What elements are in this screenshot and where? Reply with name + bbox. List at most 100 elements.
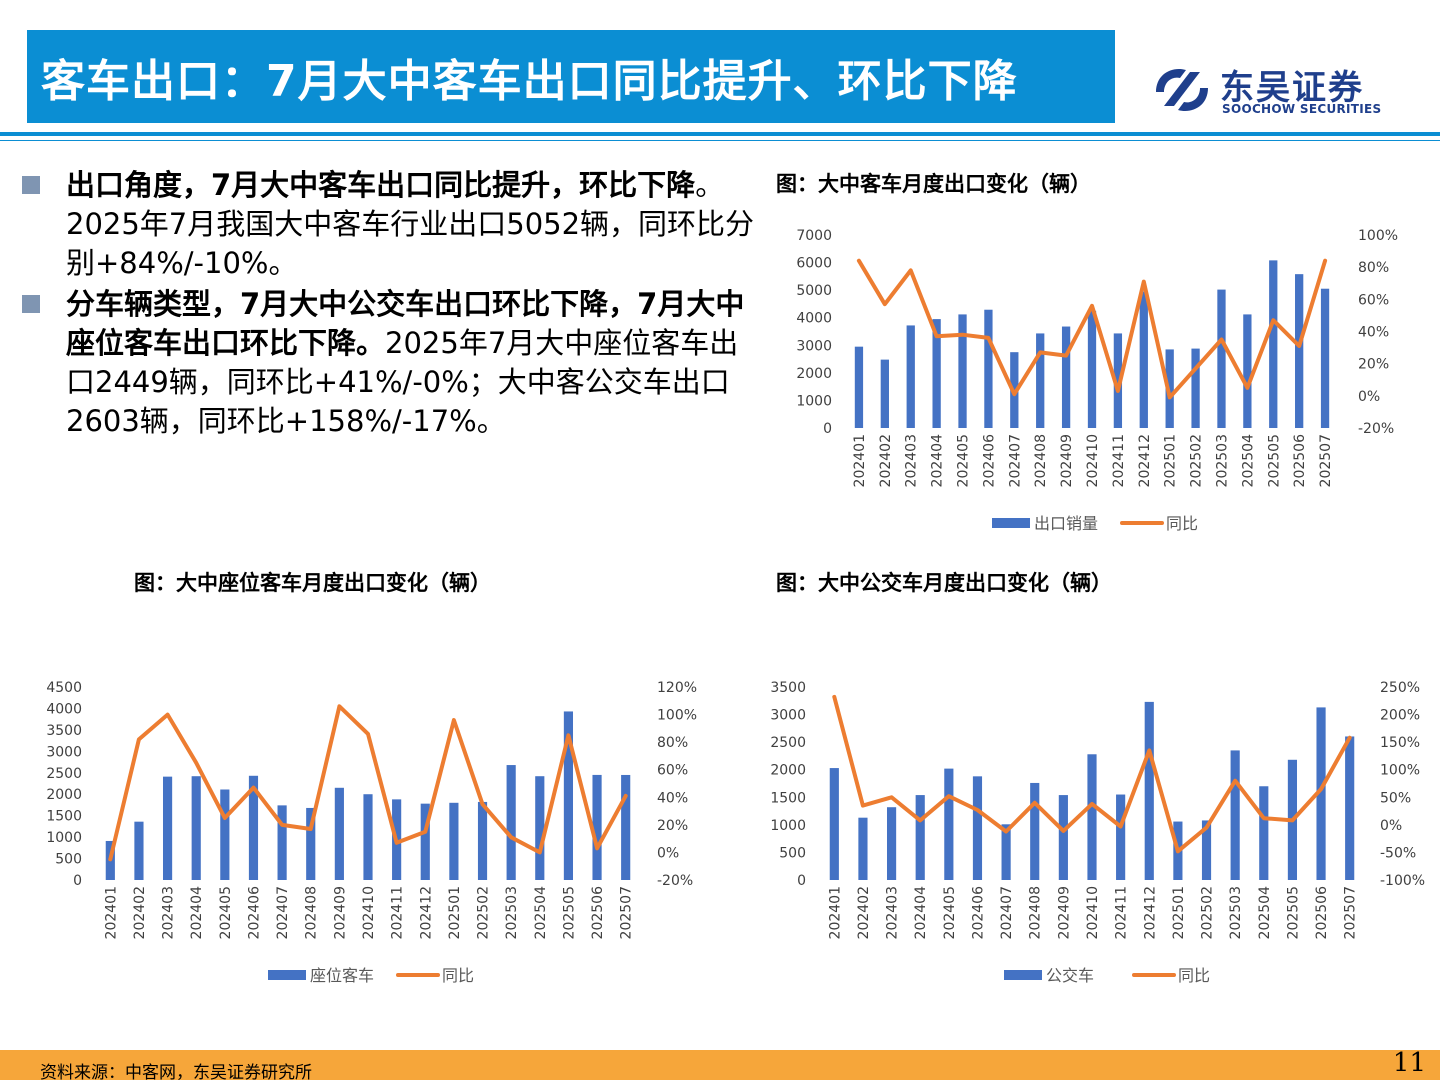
footer-bar — [0, 1050, 1440, 1080]
legend-bar-swatch — [268, 970, 306, 980]
bar-mark — [506, 765, 516, 880]
bar-mark — [1087, 310, 1097, 428]
x-tick-label: 202411 — [1114, 886, 1130, 939]
page-title: 客车出口：7月大中客车出口同比提升、环比下降 — [41, 55, 1018, 107]
y-right-tick-label: 200% — [1380, 708, 1420, 724]
x-tick-label: 202401 — [852, 434, 868, 487]
x-tick-label: 202502 — [1200, 886, 1216, 939]
bar-mark — [984, 309, 993, 428]
y-left-tick-label: 3000 — [46, 744, 82, 760]
x-tick-label: 202405 — [218, 886, 234, 939]
bar-mark — [1139, 291, 1148, 428]
bar-mark — [972, 776, 983, 880]
header-divider — [0, 132, 1440, 136]
bar-mark — [162, 776, 173, 880]
yoy-line-series — [832, 694, 1352, 854]
bullet-text: 。2025年7月我国大中客车行业出口5052辆，同环比分别+84%/-10%。 — [66, 168, 755, 280]
x-tick-label: 202412 — [418, 886, 434, 939]
x-tick-label: 202405 — [956, 434, 972, 487]
legend-bar-swatch — [992, 518, 1030, 528]
y-right-tick-label: 100% — [1358, 228, 1398, 244]
legend-line-label: 同比 — [1166, 514, 1198, 533]
x-tick-label: 202407 — [1007, 434, 1023, 487]
bar-mark — [1320, 288, 1330, 428]
header-divider-thin — [0, 140, 1440, 141]
bullet-list: 出口角度，7月大中客车出口同比提升，环比下降。2025年7月我国大中客车行业出口… — [22, 166, 762, 443]
bar-mark — [334, 787, 344, 880]
x-tick-label: 202412 — [1142, 886, 1158, 939]
bar-mark — [886, 807, 897, 880]
y-right-tick-label: 40% — [657, 790, 688, 806]
x-tick-label: 202506 — [590, 886, 606, 940]
x-tick-label: 202504 — [533, 886, 549, 940]
bar-mark — [958, 314, 967, 428]
x-tick-label: 202403 — [904, 434, 920, 487]
bar-mark — [880, 359, 889, 428]
x-tick-label: 202503 — [1228, 886, 1244, 939]
bar-mark — [1116, 794, 1126, 880]
bar-mark — [592, 774, 602, 880]
y-left-tick-label: 3000 — [796, 338, 832, 354]
x-tick-label: 202410 — [1085, 434, 1101, 487]
y-right-tick-label: 20% — [657, 818, 688, 834]
y-left-tick-label: 0 — [73, 873, 82, 889]
y-right-tick-label: -20% — [1358, 421, 1394, 437]
y-right-tick-label: 60% — [1358, 292, 1389, 308]
x-tick-label: 202403 — [885, 886, 901, 939]
x-tick-label: 202410 — [361, 886, 377, 939]
x-tick-label: 202501 — [1171, 886, 1187, 939]
x-tick-label: 202401 — [103, 886, 119, 939]
x-tick-label: 202506 — [1292, 434, 1308, 488]
y-left-tick-label: 2500 — [46, 766, 82, 782]
yoy-line-series — [856, 258, 1328, 400]
x-tick-label: 202403 — [161, 886, 177, 939]
y-right-tick-label: 0% — [1358, 389, 1380, 405]
bullet-item: 分车辆类型，7月大中公交车出口环比下降，7月大中座位客车出口环比下降。2025年… — [22, 285, 762, 441]
bar-mark — [535, 776, 545, 880]
bar-mark — [563, 711, 574, 880]
x-tick-label: 202402 — [878, 434, 894, 487]
bar-mark — [932, 319, 941, 428]
x-tick-label: 202507 — [1318, 434, 1334, 487]
x-tick-label: 202503 — [1214, 434, 1230, 487]
bar-mark — [306, 807, 316, 880]
x-tick-label: 202406 — [970, 886, 986, 940]
legend-line-label: 同比 — [1178, 966, 1210, 985]
y-left-tick-label: 2500 — [770, 735, 806, 751]
bar-mark — [944, 768, 954, 880]
x-tick-label: 202502 — [476, 886, 492, 939]
bullet-bold: 出口角度，7月大中客车出口同比提升，环比下降 — [66, 168, 696, 202]
y-left-tick-label: 4000 — [796, 311, 832, 327]
x-tick-label: 202503 — [504, 886, 520, 939]
logo-chinese-text: 东吴证券 — [1220, 68, 1364, 108]
y-left-tick-label: 2000 — [46, 787, 82, 803]
chart-seat-coach-export: 0 500 1000 1500 2000 2500 3000 3500 4000 4500 -20%… — [46, 680, 697, 985]
chart1-title: 图：大中客车月度出口变化（辆） — [776, 172, 1091, 196]
x-tick-label: 202401 — [827, 886, 843, 939]
x-tick-label: 202407 — [275, 886, 291, 939]
page-number: 11 — [1392, 1048, 1426, 1078]
x-tick-label: 202505 — [1266, 434, 1282, 487]
y-right-tick-label: 20% — [1358, 357, 1389, 373]
bar-mark — [829, 768, 839, 880]
x-tick-label: 202411 — [1111, 434, 1127, 487]
x-tick-label: 202409 — [332, 886, 348, 939]
bar-mark — [858, 817, 868, 880]
bar-mark — [1269, 260, 1278, 428]
x-tick-label: 202407 — [999, 886, 1015, 939]
bar-mark — [363, 794, 373, 880]
x-tick-label: 202506 — [1314, 886, 1330, 940]
bar-mark — [1058, 795, 1068, 880]
chart-bus-export: 0 500 1000 1500 2000 2500 3000 3500 -100% -50% 0% 5… — [770, 680, 1425, 985]
bullet-item: 出口角度，7月大中客车出口同比提升，环比下降。2025年7月我国大中客车行业出口… — [22, 166, 762, 283]
x-tick-label: 202408 — [1033, 434, 1049, 487]
bar-mark — [1001, 824, 1011, 880]
y-right-tick-label: 50% — [1380, 790, 1411, 806]
bar-mark — [1030, 782, 1040, 880]
y-right-tick-label: 0% — [1380, 818, 1402, 834]
bar-mark — [621, 774, 631, 880]
bar-mark — [1259, 786, 1269, 880]
y-right-tick-label: 250% — [1380, 680, 1420, 696]
y-right-tick-label: -50% — [1380, 845, 1416, 861]
bar-mark — [277, 805, 287, 880]
